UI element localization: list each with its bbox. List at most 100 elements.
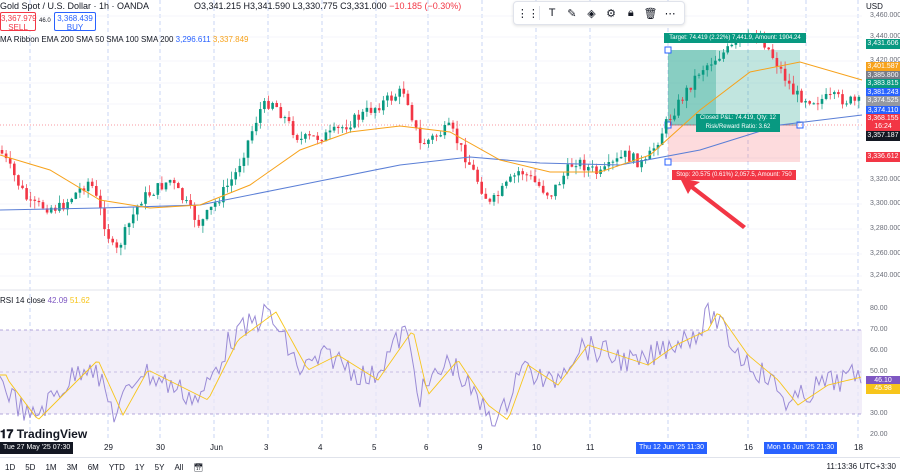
- more-icon[interactable]: ⋯: [664, 7, 676, 20]
- candle-body: [796, 90, 799, 95]
- range-button-5d[interactable]: 5D: [25, 462, 36, 472]
- rsi-axis-label: 70.00: [870, 326, 888, 333]
- candle-body: [410, 105, 414, 121]
- calendar-icon[interactable]: 📅︎: [193, 462, 204, 472]
- trash-icon[interactable]: 🗑︎: [643, 7, 658, 20]
- candle-body: [164, 182, 168, 190]
- pencil-icon[interactable]: ✎: [567, 7, 577, 20]
- candle-body: [37, 200, 41, 203]
- rsi-band: [0, 330, 862, 414]
- candle-body: [800, 90, 803, 103]
- candle-body: [492, 195, 496, 202]
- arrow-annotation[interactable]: [680, 178, 746, 229]
- buy-label: BUY: [66, 23, 84, 32]
- position-handle-stop[interactable]: [664, 158, 672, 166]
- candle-body: [49, 207, 53, 213]
- candle-body: [582, 159, 586, 171]
- time-axis-label: 5: [372, 443, 377, 452]
- candle-body: [705, 65, 709, 71]
- candle-body: [21, 185, 24, 189]
- range-button-1m[interactable]: 1M: [45, 462, 57, 472]
- time-axis-label: 10: [532, 443, 541, 452]
- candle-body: [632, 153, 635, 162]
- position-handle-right[interactable]: [796, 121, 804, 129]
- rsi-axis-label: 60.00: [870, 347, 888, 354]
- candle-body: [8, 158, 12, 164]
- range-button-5y[interactable]: 5Y: [154, 462, 165, 472]
- price-axis-label: 3,320.000: [870, 176, 900, 183]
- candle-body: [701, 70, 705, 75]
- ma-value-2: 3,337.849: [212, 35, 249, 44]
- range-buttons: 1D 5D 1M 3M 6M YTD 1Y 5Y All: [0, 463, 188, 472]
- candle-body: [517, 171, 520, 176]
- candle-body: [95, 186, 98, 196]
- candle-body: [263, 100, 266, 110]
- candle-body: [722, 52, 725, 59]
- buy-price: 3,368.439: [57, 14, 93, 23]
- candle-body: [33, 199, 37, 201]
- candle-body: [29, 199, 32, 201]
- currency-label[interactable]: USD: [866, 2, 883, 11]
- rsi-ma-line: [0, 311, 862, 420]
- candle-body: [107, 229, 110, 239]
- candle-body: [779, 66, 783, 69]
- range-button-all[interactable]: All: [174, 462, 184, 472]
- candle-body: [656, 144, 660, 149]
- time-axis-label: 3: [264, 443, 269, 452]
- candle-body: [300, 138, 303, 140]
- candle-body: [287, 117, 291, 122]
- candle-body: [377, 108, 381, 111]
- rsi-legend[interactable]: RSI 14 close 42.09 51.62: [0, 296, 90, 305]
- rsi-axis-label: 20.00: [870, 431, 888, 438]
- settings-icon[interactable]: ⚙: [606, 7, 617, 20]
- text-icon[interactable]: T: [548, 7, 556, 19]
- candle-body: [66, 202, 69, 210]
- buy-button[interactable]: 3,368.439 BUY: [54, 12, 96, 32]
- candle-body: [316, 135, 319, 140]
- symbol-title[interactable]: Gold Spot / U.S. Dollar · 1h · OANDA: [0, 1, 150, 11]
- sell-button[interactable]: 3,367.979 SELL: [0, 12, 37, 32]
- ema-200-line: [0, 114, 863, 211]
- range-button-1d[interactable]: 1D: [5, 462, 16, 472]
- range-button-ytd[interactable]: YTD: [108, 462, 125, 472]
- price-change: −10.185 (−0.30%): [389, 1, 462, 11]
- candle-body: [775, 57, 779, 67]
- candle-body: [496, 195, 500, 197]
- rsi-line: [0, 301, 862, 427]
- candle-body: [447, 122, 451, 125]
- time-axis-label: 18: [854, 443, 863, 452]
- price-tag: 3,381.243: [866, 88, 900, 98]
- time-axis-label: 4: [318, 443, 323, 452]
- candle-body: [628, 150, 631, 162]
- drawing-toolbar: ⋮⋮ T ✎ ◈ ⚙ 🔒︎ 🗑︎ ⋯: [513, 1, 685, 25]
- candle-body: [328, 130, 332, 133]
- position-handle-top[interactable]: [664, 46, 672, 54]
- layout-icon[interactable]: ⋮⋮: [516, 7, 539, 20]
- candle-body: [402, 88, 406, 94]
- candle-body: [697, 74, 701, 76]
- candle-body: [254, 122, 258, 132]
- lock-icon[interactable]: 🔒︎: [627, 6, 634, 19]
- range-button-3m[interactable]: 3M: [66, 462, 78, 472]
- candle-body: [841, 94, 844, 105]
- candle-body: [70, 198, 73, 203]
- candle-body: [652, 148, 656, 151]
- candle-body: [808, 101, 811, 104]
- candle-body: [677, 99, 680, 116]
- range-button-6m[interactable]: 6M: [87, 462, 99, 472]
- candle-body: [792, 83, 795, 95]
- candle-body: [853, 96, 857, 101]
- price-tag: 3,385.800: [866, 71, 900, 81]
- price-tag: 3,357.187: [866, 131, 900, 141]
- ma-ribbon-legend[interactable]: MA Ribbon EMA 200 SMA 50 SMA 100 SMA 200…: [0, 35, 249, 44]
- range-button-1y[interactable]: 1Y: [134, 462, 145, 472]
- candle-body: [332, 126, 336, 131]
- fill-icon[interactable]: ◈: [587, 7, 596, 20]
- candle-body: [17, 175, 20, 186]
- candle-body: [197, 219, 201, 226]
- candle-body: [623, 150, 627, 157]
- candle-body: [361, 111, 365, 120]
- candle-body: [558, 184, 561, 186]
- clock[interactable]: 11:13:36 UTC+3:30: [826, 462, 896, 471]
